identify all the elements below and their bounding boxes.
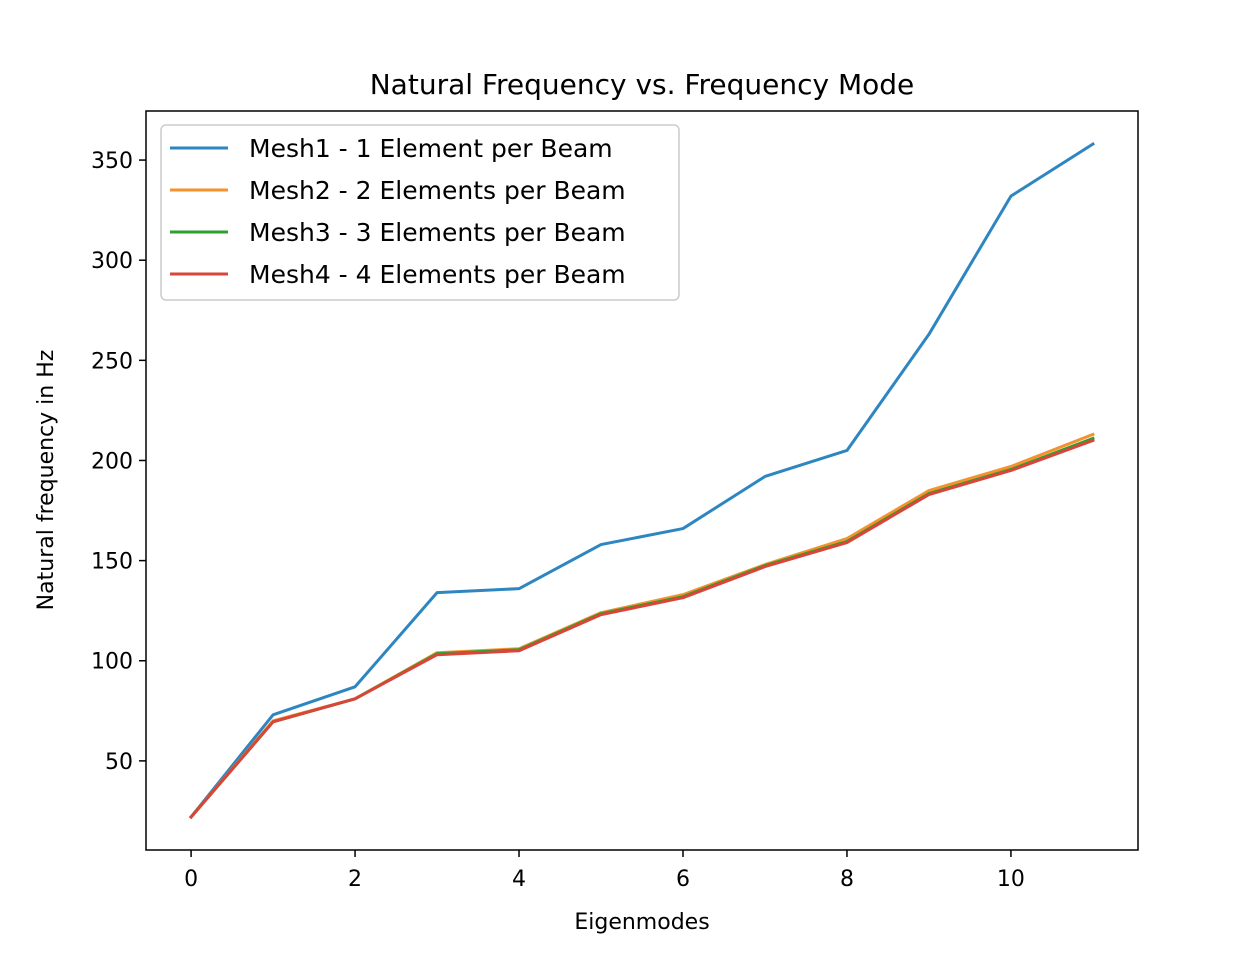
y-tick-label: 100 bbox=[91, 650, 133, 675]
legend: Mesh1 - 1 Element per Beam Mesh2 - 2 Elem… bbox=[160, 124, 680, 301]
y-axis-label: Natural frequency in Hz bbox=[34, 350, 59, 611]
y-tick-label: 300 bbox=[91, 249, 133, 274]
plot-area-frame bbox=[145, 110, 1139, 851]
series-line-3 bbox=[188, 436, 1095, 820]
series-line-4 bbox=[188, 438, 1095, 820]
x-tick-label: 4 bbox=[512, 867, 526, 892]
x-axis-label: Eigenmodes bbox=[574, 910, 709, 935]
x-tick-label: 8 bbox=[840, 867, 854, 892]
y-tick-label: 50 bbox=[105, 750, 133, 775]
series-layer bbox=[188, 141, 1095, 820]
y-tick-label: 350 bbox=[91, 149, 133, 174]
series-line-2 bbox=[188, 432, 1095, 820]
x-tick-label: 6 bbox=[676, 867, 690, 892]
x-axis-ticks: 0 2 4 6 8 10 bbox=[184, 850, 1025, 892]
y-tick-label: 250 bbox=[91, 349, 133, 374]
legend-box bbox=[160, 124, 680, 301]
series-line-1 bbox=[188, 141, 1095, 820]
y-tick-label: 200 bbox=[91, 449, 133, 474]
x-tick-label: 2 bbox=[348, 867, 362, 892]
legend-items: Mesh1 - 1 Element per Beam Mesh2 - 2 Elem… bbox=[170, 134, 626, 289]
legend-label-1: Mesh1 - 1 Element per Beam bbox=[249, 134, 613, 163]
y-tick-label: 150 bbox=[91, 550, 133, 575]
x-tick-label: 0 bbox=[184, 867, 198, 892]
legend-label-4: Mesh4 - 4 Elements per Beam bbox=[249, 260, 626, 289]
y-axis-ticks: 50 100 150 200 250 300 350 bbox=[91, 149, 146, 775]
legend-label-2: Mesh2 - 2 Elements per Beam bbox=[249, 176, 626, 205]
chart-title: Natural Frequency vs. Frequency Mode bbox=[370, 68, 915, 101]
legend-label-3: Mesh3 - 3 Elements per Beam bbox=[249, 218, 626, 247]
x-tick-label: 10 bbox=[997, 867, 1025, 892]
